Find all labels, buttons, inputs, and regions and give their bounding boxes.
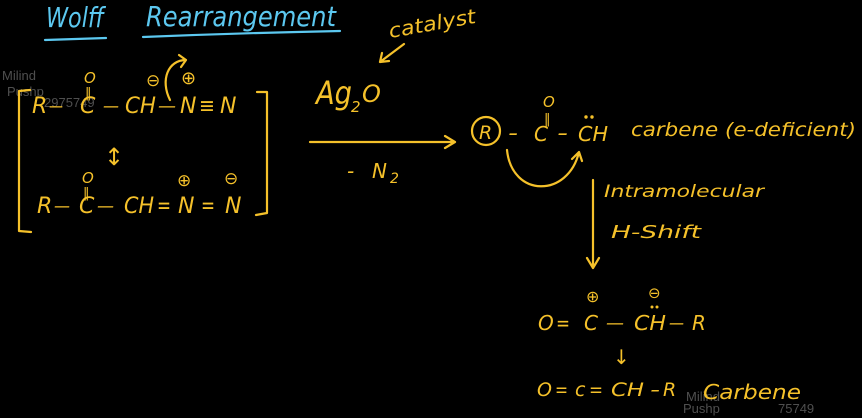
- right-bracket: [254, 90, 269, 217]
- reagent-subscript: 2: [351, 98, 361, 116]
- form1-bond-1: —: [49, 96, 63, 117]
- migration-curved-arrow: [505, 148, 584, 188]
- zwitterion-bond-3: —: [669, 313, 684, 334]
- title-word-rearrangement: Rearrangement: [146, 0, 337, 33]
- catalyst-note: catalyst: [387, 4, 479, 43]
- form2-nitrogen-1: N: [178, 194, 194, 219]
- page-title: Wolff Rearrangement: [43, 0, 342, 42]
- step-arrow: ↓: [613, 345, 630, 369]
- byproduct-subscript: 2: [390, 171, 399, 187]
- form1-charge-n: ⊕: [181, 68, 196, 89]
- shift-arrow: [585, 178, 601, 270]
- product-r-group: R: [663, 379, 676, 401]
- zwitterion-structure: O = C ⊕ — CH ⊖ — R: [538, 284, 706, 335]
- reagent-oxygen: O: [362, 80, 381, 108]
- form1-curved-arrow: [164, 53, 188, 102]
- title-word-wolff: Wolff: [46, 1, 106, 34]
- carbene-lone-pair-dots: [584, 115, 594, 119]
- carbene-carbonyl-oxygen: O: [543, 93, 555, 111]
- diazoketone-form-2: R — C O ‖ — CH = N = N ⊕ ⊖: [37, 169, 241, 219]
- form1-ch: CH: [125, 94, 156, 119]
- form1-nitrogen-2: N: [220, 94, 236, 119]
- product-carbon: c: [575, 379, 586, 401]
- form1-carbonyl-double-bond: ‖: [85, 86, 92, 101]
- form2-ch: CH: [124, 194, 154, 219]
- form1-bond-2: —: [103, 96, 119, 117]
- form2-carbonyl-double-bond: ‖: [83, 186, 90, 201]
- form1-charge-ch: ⊖: [146, 71, 160, 91]
- form2-charge-n2: ⊖: [224, 169, 238, 189]
- form2-bond-2: —: [97, 196, 114, 217]
- zwitterion-charge-c: ⊕: [586, 287, 599, 306]
- watermark-name: Milind: [2, 68, 36, 83]
- zwitterion-r-group: R: [692, 311, 706, 335]
- form2-carbonyl-carbon: C: [79, 194, 95, 219]
- byproduct-n: -N: [347, 159, 387, 183]
- zwitterion-lone-pair-dots: [650, 305, 659, 309]
- reagent-ag: Ag: [314, 74, 352, 112]
- shift-label-line-1: Intramolecular: [604, 182, 765, 202]
- watermark-number: 75749: [778, 401, 814, 416]
- product-label: Carbene: [703, 380, 801, 404]
- watermark-bottom: Milind Pushp 75749: [683, 389, 814, 416]
- form2-nitrogen-2: N: [225, 194, 241, 219]
- form1-bond-3: —: [158, 96, 176, 117]
- carbene-bond-1: -: [508, 121, 518, 145]
- form2-double-bond-1: =: [157, 194, 171, 219]
- form2-bond-1: —: [54, 196, 70, 217]
- form1-triple-bond: ≡: [199, 94, 215, 119]
- form2-double-bond-2: =: [201, 194, 215, 219]
- diazoketone-form-1: R — C O ‖ — CH — N ≡ N ⊖ ⊕: [32, 53, 236, 119]
- zwitterion-bond-2: —: [606, 313, 624, 334]
- carbene-carbonyl-carbon: C: [534, 122, 548, 146]
- title-underline-wolff: [43, 36, 108, 42]
- watermark-number: 2975749: [44, 95, 95, 110]
- form2-carbonyl-oxygen: O: [82, 169, 94, 187]
- carbene-r-group: R: [479, 122, 492, 144]
- watermark-name: Milind: [686, 389, 720, 404]
- carbene-ch: CH: [578, 122, 608, 146]
- catalyst-pointer-arrow: [378, 42, 406, 64]
- product-double-bond-1: =: [555, 379, 568, 401]
- form1-carbonyl-carbon: C: [80, 94, 96, 119]
- zwitterion-ch: CH: [634, 311, 666, 335]
- carbene-intermediate: R - C O ‖ - CH carbene (e-deficient): [470, 93, 856, 188]
- shift-label-line-2: H-Shift: [611, 222, 702, 243]
- product-structure: O = c = CH - R Carbene: [537, 379, 801, 404]
- carbene-carbonyl-double-bond: ‖: [544, 112, 551, 127]
- product-oxygen: O: [537, 379, 552, 401]
- carbene-r-circle: [470, 115, 502, 147]
- carbene-label: carbene (e-deficient): [631, 119, 856, 141]
- reaction-arrow: [308, 134, 457, 150]
- form1-carbonyl-oxygen: O: [84, 69, 96, 87]
- form1-nitrogen-1: N: [180, 94, 196, 119]
- form2-charge-n1: ⊕: [177, 171, 191, 191]
- zwitterion-double-bond: =: [556, 311, 570, 335]
- product-ch: CH: [611, 379, 644, 401]
- product-bond-3: -: [650, 379, 660, 401]
- zwitterion-charge-ch: ⊖: [648, 284, 661, 302]
- watermark-surname: Pushp: [683, 401, 720, 416]
- resonance-arrow: ↕: [104, 143, 124, 171]
- title-underline-rearrangement: [141, 29, 342, 39]
- form2-r-group: R: [37, 194, 52, 219]
- left-bracket: [17, 88, 33, 234]
- form1-r-group: R: [32, 94, 47, 119]
- shift-step: Intramolecular H-Shift: [585, 178, 765, 270]
- carbene-bond-2: -: [557, 121, 568, 145]
- zwitterion-carbon: C: [584, 311, 598, 335]
- zwitterion-oxygen: O: [538, 311, 554, 335]
- product-double-bond-2: =: [589, 379, 603, 401]
